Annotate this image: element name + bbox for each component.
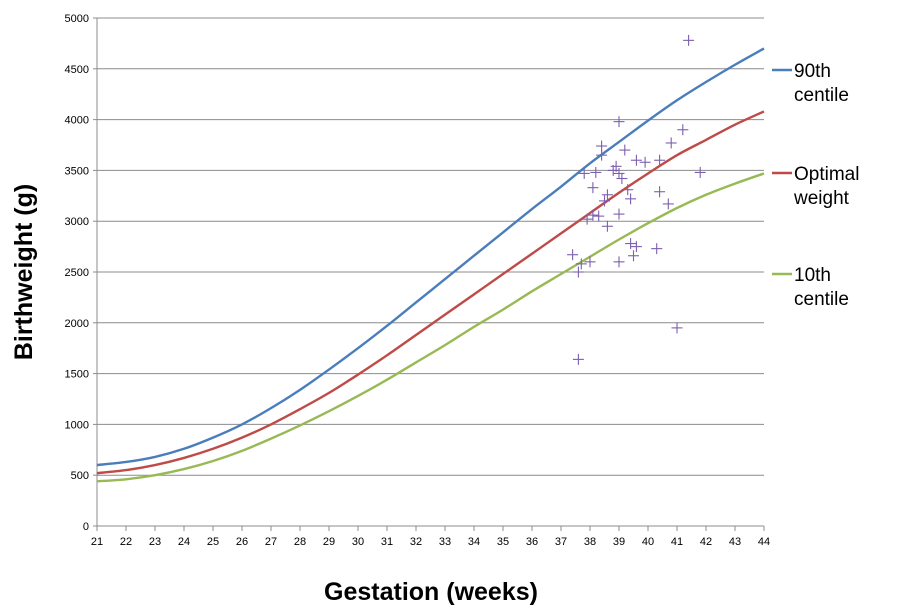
- y-tick-label: 2500: [65, 267, 89, 279]
- y-tick-label: 4500: [65, 64, 89, 76]
- scatter-point: [651, 243, 663, 255]
- scatter-point: [654, 154, 666, 166]
- scatter-point: [639, 156, 651, 168]
- y-tick-label: 3500: [65, 165, 89, 177]
- scatter-point: [654, 186, 666, 198]
- scatter-point: [630, 241, 642, 253]
- legend-label-10th-centile: 10th centile: [794, 265, 849, 310]
- scatter-point: [625, 238, 637, 250]
- scatter-point: [613, 167, 625, 179]
- scatter-point: [590, 166, 602, 178]
- scatter-point: [599, 195, 610, 207]
- legend: 90th centile Optimal weight 10th centile: [772, 61, 859, 310]
- x-tick-label: 32: [410, 536, 422, 548]
- scatter-point: [677, 124, 689, 136]
- x-tick-label: 30: [352, 536, 364, 548]
- scatter-point: [584, 256, 596, 268]
- series-lines: [96, 47, 765, 483]
- scatter-point: [596, 149, 608, 161]
- legend-label-90th-centile: 90th centile: [794, 61, 849, 106]
- series-line-optimal-weight: [96, 110, 765, 475]
- x-tick-label: 22: [120, 536, 132, 548]
- x-tick-label: 36: [526, 536, 538, 548]
- y-axis-title: Birthweight (g): [10, 184, 38, 360]
- y-tick-label: 3000: [65, 216, 89, 228]
- x-tick-label: 43: [729, 536, 741, 548]
- x-axis-title: Gestation (weeks): [324, 578, 538, 605]
- x-tick-labels: 21 22 23 24 25 26 27 28 29 30 31 32 33 34 35 36 37 38 39 40…: [91, 526, 770, 548]
- scatter-point: [625, 193, 637, 205]
- scatter-point: [581, 213, 593, 225]
- x-tick-label: 28: [294, 536, 306, 548]
- scatter-points: [567, 34, 706, 365]
- scatter-point: [671, 322, 683, 334]
- x-tick-label: 41: [671, 536, 683, 548]
- x-tick-label: 27: [265, 536, 277, 548]
- x-tick-label: 35: [497, 536, 509, 548]
- y-tick-label: 1000: [65, 419, 89, 431]
- scatter-point: [613, 116, 625, 128]
- x-tick-label: 31: [381, 536, 393, 548]
- scatter-point: [628, 250, 639, 262]
- scatter-point: [578, 167, 590, 179]
- scatter-point: [610, 160, 622, 172]
- gridlines: [97, 17, 764, 476]
- scatter-point: [613, 256, 625, 268]
- scatter-point: [694, 166, 706, 178]
- y-tick-label: 2000: [65, 318, 89, 330]
- y-tick-labels: 0 500 1000 1500 2000 2500 3000 3500 4000 4500 5000: [65, 13, 97, 533]
- x-tick-label: 38: [584, 536, 596, 548]
- x-tick-label: 33: [439, 536, 451, 548]
- scatter-point: [630, 154, 642, 166]
- x-tick-label: 39: [613, 536, 625, 548]
- x-tick-label: 25: [207, 536, 219, 548]
- x-tick-label: 37: [555, 536, 567, 548]
- y-tick-label: 500: [71, 470, 89, 482]
- scatter-point: [587, 182, 599, 194]
- y-tick-label: 5000: [65, 13, 89, 25]
- scatter-point: [665, 137, 677, 149]
- x-tick-label: 29: [323, 536, 335, 548]
- y-tick-label: 4000: [65, 115, 89, 127]
- scatter-point: [575, 258, 587, 270]
- scatter-point: [622, 184, 634, 196]
- scatter-point: [567, 249, 579, 261]
- x-tick-label: 34: [468, 536, 480, 548]
- x-tick-label: 44: [758, 536, 770, 548]
- x-tick-label: 26: [236, 536, 248, 548]
- scatter-point: [587, 209, 599, 221]
- x-tick-label: 23: [149, 536, 161, 548]
- scatter-point: [593, 210, 605, 222]
- x-tick-label: 24: [178, 536, 190, 548]
- scatter-point: [601, 220, 613, 232]
- legend-label-optimal-weight: Optimal weight: [793, 164, 859, 209]
- x-tick-label: 42: [700, 536, 712, 548]
- x-tick-label: 40: [642, 536, 654, 548]
- scatter-point: [601, 189, 613, 201]
- scatter-point: [619, 144, 631, 156]
- scatter-point: [662, 198, 674, 210]
- y-tick-label: 0: [83, 521, 89, 533]
- scatter-point: [572, 353, 584, 365]
- series-line-90th-centile: [96, 47, 765, 467]
- scatter-point: [572, 266, 584, 278]
- scatter-point: [683, 34, 695, 46]
- x-tick-label: 21: [91, 536, 103, 548]
- scatter-point: [616, 173, 628, 185]
- series-line-10th-centile: [96, 172, 765, 483]
- y-tick-label: 1500: [65, 369, 89, 381]
- scatter-point: [613, 208, 625, 220]
